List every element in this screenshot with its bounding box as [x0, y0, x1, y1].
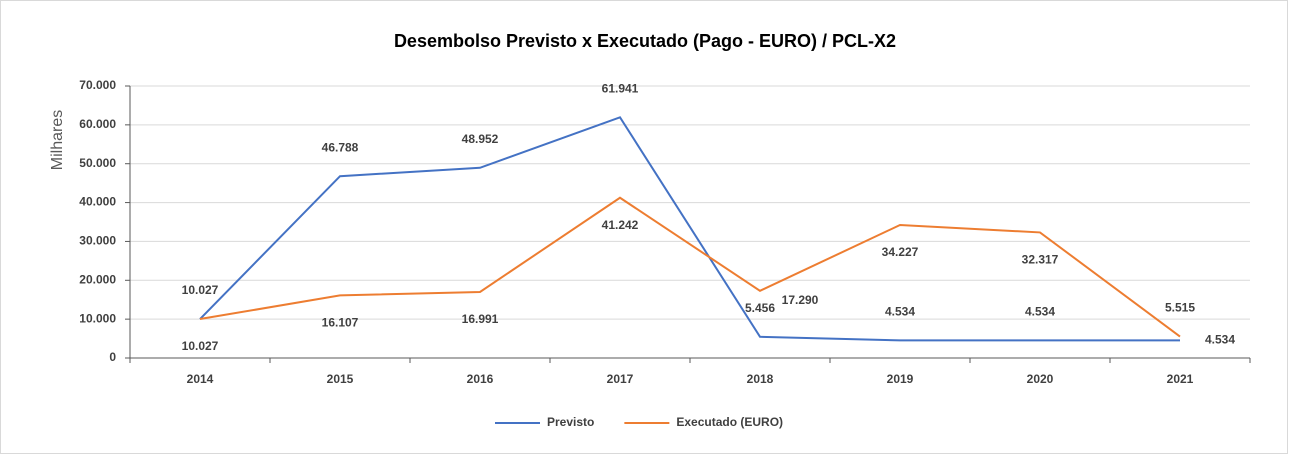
x-tick-label: 2017: [607, 372, 634, 386]
x-tick-label: 2014: [187, 372, 214, 386]
y-tick-label: 70.000: [79, 78, 116, 92]
data-label: 17.290: [782, 293, 819, 307]
y-tick-label: 40.000: [79, 195, 116, 209]
x-tick-label: 2016: [467, 372, 494, 386]
y-tick-label: 0: [109, 350, 116, 364]
data-label: 46.788: [322, 140, 359, 154]
legend-label: Executado (EURO): [676, 415, 783, 429]
data-label: 34.227: [882, 245, 919, 259]
data-label: 41.242: [602, 218, 639, 232]
y-tick-label: 60.000: [79, 117, 116, 131]
data-label: 16.107: [322, 316, 359, 330]
data-label: 16.991: [462, 312, 499, 326]
y-tick-label: 20.000: [79, 272, 116, 286]
x-tick-label: 2018: [747, 372, 774, 386]
series-line: [199, 116, 1180, 342]
series-line: [199, 196, 1181, 338]
chart-title: Desembolso Previsto x Executado (Pago - …: [394, 31, 896, 51]
y-axis-label: Milhares: [49, 110, 66, 170]
x-tick-label: 2021: [1167, 372, 1194, 386]
data-label: 61.941: [602, 81, 639, 95]
data-label: 5.456: [745, 301, 775, 315]
data-label: 10.027: [182, 283, 219, 297]
data-label: 10.027: [182, 339, 219, 353]
data-label: 48.952: [462, 132, 499, 146]
x-tick-label: 2015: [327, 372, 354, 386]
y-tick-label: 50.000: [79, 156, 116, 170]
data-label: 32.317: [1022, 253, 1059, 267]
y-tick-label: 30.000: [79, 234, 116, 248]
data-label: 5.515: [1165, 301, 1195, 315]
data-label: 4.534: [1205, 333, 1235, 347]
data-label: 4.534: [1025, 305, 1055, 319]
x-tick-label: 2019: [887, 372, 914, 386]
x-tick-label: 2020: [1027, 372, 1054, 386]
y-tick-label: 10.000: [79, 311, 116, 325]
legend-label: Previsto: [547, 415, 594, 429]
data-label: 4.534: [885, 305, 915, 319]
